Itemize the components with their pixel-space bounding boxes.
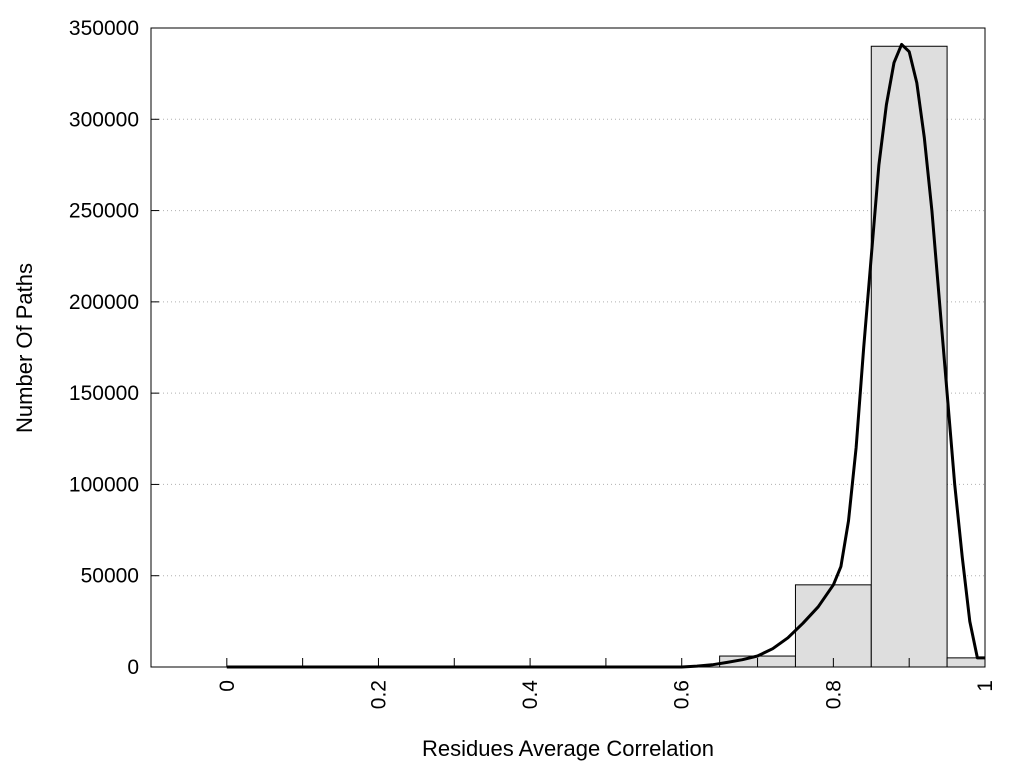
histogram-bars	[719, 45, 986, 668]
x-axis-title: Residues Average Correlation	[422, 736, 714, 761]
fit-curve-line	[226, 42, 985, 669]
y-tick-label: 150000	[69, 382, 139, 405]
y-tick-label: 100000	[69, 473, 139, 496]
grid-lines	[151, 118, 985, 577]
x-tick-label: 0.4	[519, 680, 542, 710]
tick-labels: 0 50000 100000 150000 200000 250000 300000 3500…	[69, 17, 997, 709]
y-tick-label: 350000	[69, 17, 139, 40]
plot-area-frame	[150, 27, 986, 668]
x-tick-label: 0	[216, 680, 239, 692]
y-tick-label: 300000	[69, 108, 139, 131]
y-tick-label: 0	[127, 656, 139, 679]
histogram-bar	[794, 584, 872, 668]
histogram-bar	[870, 45, 948, 668]
x-tick-label: 0.8	[822, 680, 845, 709]
y-tick-label: 250000	[69, 200, 139, 223]
fit-curve-group	[226, 42, 985, 669]
y-axis-title: Number Of Paths	[12, 263, 37, 433]
y-tick-label: 50000	[81, 565, 139, 588]
y-tick-label: 200000	[69, 291, 139, 314]
x-tick-label: 1	[974, 680, 997, 692]
x-tick-label: 0.2	[367, 680, 390, 709]
axis-ticks	[151, 27, 986, 668]
x-tick-label: 0.6	[671, 680, 694, 709]
